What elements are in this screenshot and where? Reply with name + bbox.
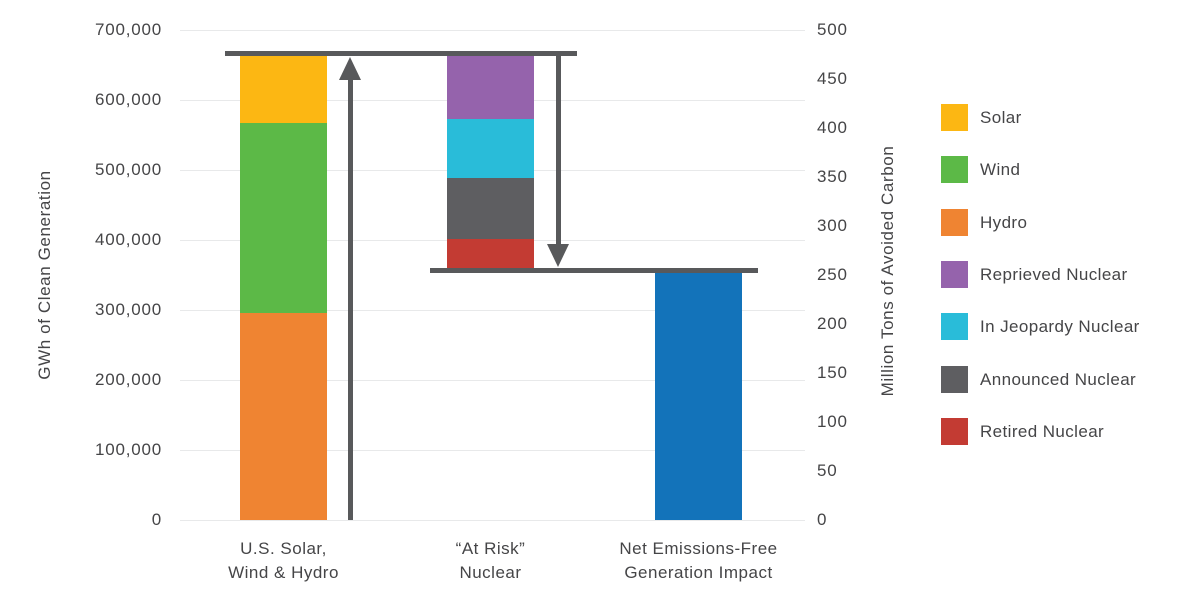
legend-item-in-jeopardy-nuclear: In Jeopardy Nuclear: [941, 313, 1171, 341]
category-label-line: Net Emissions-Free: [619, 539, 778, 558]
up-arrow-shaft: [347, 76, 353, 520]
legend-swatch: [941, 208, 968, 236]
legend-label: Hydro: [980, 212, 1028, 232]
category-label-line: U.S. Solar,: [240, 539, 327, 558]
right-tick-label: 150: [817, 363, 848, 382]
legend-item-hydro: Hydro: [941, 208, 1171, 237]
category-label: “At Risk” Nuclear: [376, 537, 606, 585]
down-arrow-shaft: [555, 55, 561, 247]
legend-swatch: [941, 104, 968, 131]
bar-segment-wind: [240, 123, 327, 313]
right-tick-label: 400: [817, 118, 848, 137]
reference-line: [430, 267, 758, 273]
right-tick-label: 300: [817, 216, 848, 235]
category-label-line: Wind & Hydro: [228, 563, 339, 582]
left-axis-title-text: GWh of Clean Generation: [35, 170, 54, 380]
gridline: [180, 449, 805, 451]
legend-label: Retired Nuclear: [980, 421, 1105, 441]
legend-item-retired-nuclear: Retired Nuclear: [941, 417, 1171, 446]
right-tick-label: 0: [817, 510, 828, 529]
legend-item-announced-nuclear: Announced Nuclear: [941, 365, 1171, 394]
category-label-line: “At Risk”: [455, 539, 526, 558]
up-arrow-head: [339, 56, 361, 80]
gridline: [180, 519, 805, 521]
legend-swatch: [941, 365, 968, 393]
left-tick-label: 700,000: [94, 20, 162, 39]
legend-swatch: [941, 260, 968, 288]
down-arrow-head: [547, 243, 569, 267]
legend-swatch: [941, 156, 968, 184]
category-label-line: Generation Impact: [624, 563, 773, 582]
left-tick-label: 300,000: [94, 300, 162, 319]
right-tick-label: 250: [817, 265, 848, 284]
legend-label: Wind: [980, 160, 1021, 180]
legend-label: Reprieved Nuclear: [980, 264, 1128, 284]
bar-segment-in-jeopardy-nuclear: [447, 118, 534, 179]
legend-label: Solar: [980, 108, 1022, 127]
category-label-line: Nuclear: [459, 563, 522, 582]
legend-item-reprieved-nuclear: Reprieved Nuclear: [941, 260, 1171, 289]
bar-segment-hydro: [240, 312, 327, 520]
gridline: [180, 309, 805, 311]
bar-segment-retired-nuclear: [447, 239, 534, 271]
left-tick-label: 400,000: [94, 230, 162, 249]
right-tick-label: 200: [817, 314, 848, 333]
right-tick-label: 450: [817, 69, 848, 88]
left-tick-label: 500,000: [94, 160, 162, 179]
legend-label: In Jeopardy Nuclear: [980, 317, 1140, 337]
legend-item-solar: Solar: [941, 104, 1171, 132]
bar-segment-announced-nuclear: [447, 178, 534, 240]
right-tick-label: 100: [817, 412, 848, 431]
gridline: [180, 379, 805, 381]
category-label: U.S. Solar, Wind & Hydro: [169, 537, 399, 585]
gridline: [180, 29, 805, 31]
left-tick-label: 200,000: [94, 370, 162, 389]
category-label: Net Emissions-Free Generation Impact: [584, 537, 814, 585]
legend-swatch: [941, 313, 968, 341]
right-axis-title-text: Million Tons of Avoided Carbon: [878, 145, 897, 397]
legend-item-wind: Wind: [941, 156, 1171, 184]
right-tick-label: 500: [817, 20, 848, 39]
legend-label: Announced Nuclear: [980, 369, 1137, 389]
left-tick-label: 100,000: [94, 440, 162, 459]
bar-segment-solar: [240, 53, 327, 124]
left-tick-label: 600,000: [94, 90, 162, 109]
right-tick-label: 350: [817, 167, 848, 186]
bar-segment-reprieved-nuclear: [447, 53, 534, 119]
right-tick-label: 50: [817, 461, 838, 480]
legend-swatch: [941, 417, 968, 445]
left-tick-label: 0: [151, 510, 162, 529]
reference-line: [225, 50, 577, 56]
bar-segment-net-emissions-free-generation: [655, 270, 742, 520]
